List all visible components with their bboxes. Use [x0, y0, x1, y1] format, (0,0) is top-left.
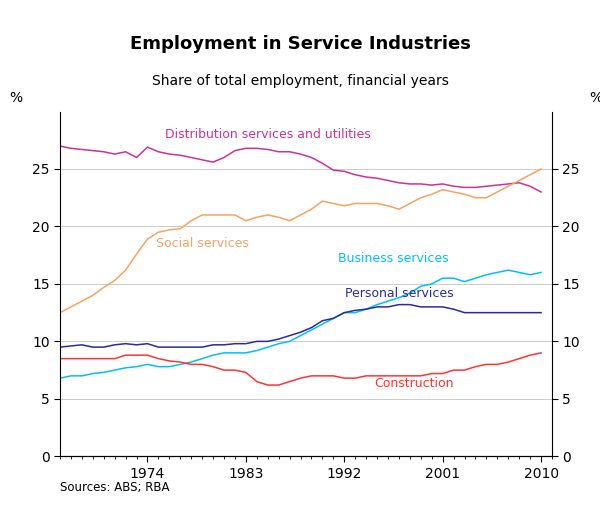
Text: %: % [9, 91, 22, 104]
Text: Construction: Construction [374, 377, 454, 390]
Text: Sources: ABS; RBA: Sources: ABS; RBA [60, 481, 170, 494]
Text: Share of total employment, financial years: Share of total employment, financial yea… [152, 74, 448, 88]
Text: Business services: Business services [338, 252, 448, 265]
Text: Personal services: Personal services [345, 286, 454, 300]
Text: Employment in Service Industries: Employment in Service Industries [130, 35, 470, 54]
Text: Distribution services and utilities: Distribution services and utilities [165, 128, 371, 141]
Text: Social services: Social services [155, 237, 248, 250]
Text: %: % [590, 91, 600, 104]
